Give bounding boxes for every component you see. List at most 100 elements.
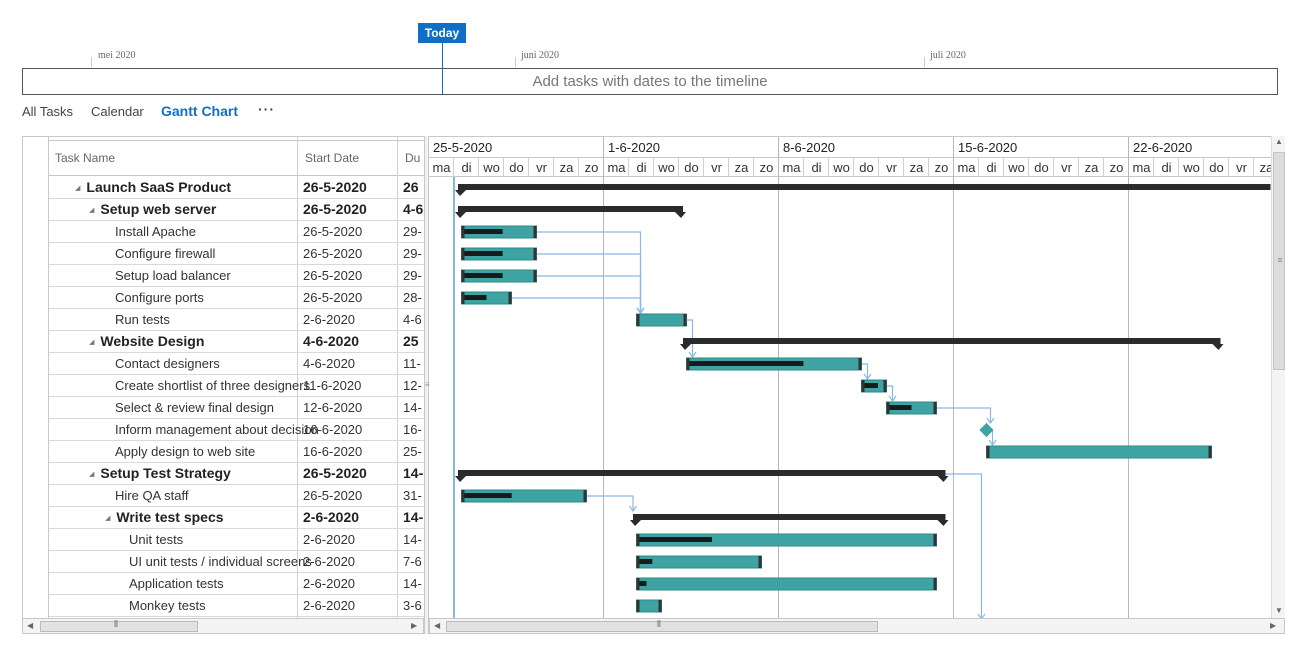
start-date-cell[interactable]: 26-5-2020	[303, 488, 363, 503]
task-bar-end-handle[interactable]	[933, 534, 937, 546]
task-bar-start-handle[interactable]	[461, 226, 465, 238]
task-name-cell[interactable]: ◢ Setup web server	[89, 201, 319, 217]
duration-cell[interactable]: 4-6	[403, 312, 422, 327]
task-name-cell[interactable]: ◢ Setup Test Strategy	[89, 465, 319, 481]
task-bar[interactable]	[986, 445, 1212, 459]
task-row[interactable]: Select & review final design 12-6-2020 14-	[49, 397, 424, 419]
duration-cell[interactable]: 14-	[403, 532, 422, 547]
duration-cell[interactable]: 14-	[403, 400, 422, 415]
start-date-cell[interactable]: 26-5-2020	[303, 201, 367, 217]
collapse-toggle-icon[interactable]: ◢	[89, 207, 95, 214]
summary-bar-start-cap[interactable]	[630, 520, 641, 526]
duration-cell[interactable]: 29-	[403, 246, 422, 261]
task-progress-bar[interactable]	[637, 537, 713, 542]
task-name-cell[interactable]: Setup load balancer	[115, 268, 329, 283]
collapse-toggle-icon[interactable]: ◢	[105, 515, 111, 522]
task-bar-end-handle[interactable]	[933, 402, 937, 414]
task-progress-bar[interactable]	[637, 581, 647, 586]
duration-cell[interactable]: 14-	[403, 576, 422, 591]
task-bar-end-handle[interactable]	[858, 358, 862, 370]
start-date-cell[interactable]: 26-5-2020	[303, 246, 363, 261]
task-bar-start-handle[interactable]	[461, 270, 465, 282]
task-bar-start-handle[interactable]	[636, 534, 640, 546]
duration-cell[interactable]: 28-	[403, 290, 422, 305]
task-row[interactable]: Application tests 2-6-2020 14-	[49, 573, 424, 595]
duration-cell[interactable]: 14-	[403, 509, 424, 525]
summary-task-row[interactable]: ◢ Setup web server 26-5-2020 4-6	[49, 199, 424, 221]
task-bar-start-handle[interactable]	[461, 248, 465, 260]
task-name-cell[interactable]: Install Apache	[115, 224, 329, 239]
summary-task-row[interactable]: ◢ Write test specs 2-6-2020 14-	[49, 507, 424, 529]
task-bar-start-handle[interactable]	[686, 358, 690, 370]
task-row[interactable]: Inform management about decision 16-6-202…	[49, 419, 424, 441]
duration-cell[interactable]: 26	[403, 179, 419, 195]
task-bar-start-handle[interactable]	[636, 556, 640, 568]
task-progress-bar[interactable]	[462, 251, 503, 256]
collapse-toggle-icon[interactable]: ◢	[89, 339, 95, 346]
task-bar-start-handle[interactable]	[461, 490, 465, 502]
duration-cell[interactable]: 16-	[403, 422, 422, 437]
task-bar-end-handle[interactable]	[533, 270, 537, 282]
summary-bar-end-cap[interactable]	[937, 520, 949, 526]
summary-bar-end-cap[interactable]	[675, 212, 686, 218]
dependency-arrow-icon[interactable]	[688, 351, 697, 359]
scroll-down-arrow-icon[interactable]: ▼	[1275, 606, 1283, 615]
duration-cell[interactable]: 3-6	[403, 598, 422, 613]
task-name-cell[interactable]: UI unit tests / individual screens	[129, 554, 329, 569]
task-row[interactable]: Run tests 2-6-2020 4-6	[49, 309, 424, 331]
scroll-up-arrow-icon[interactable]: ▲	[1275, 137, 1283, 146]
gantt-horizontal-scroll-thumb[interactable]: ⦀	[446, 619, 878, 632]
task-name-cell[interactable]: Create shortlist of three designers	[115, 378, 329, 393]
summary-task-row[interactable]: ◢ Launch SaaS Product 26-5-2020 26	[49, 177, 424, 199]
start-date-cell[interactable]: 26-5-2020	[303, 465, 367, 481]
task-bar-end-handle[interactable]	[1208, 446, 1212, 458]
task-bar-end-handle[interactable]	[683, 314, 687, 326]
task-bar-start-handle[interactable]	[636, 578, 640, 590]
task-row[interactable]: Hire QA staff 26-5-2020 31-	[49, 485, 424, 507]
task-row[interactable]: Configure ports 26-5-2020 28-	[49, 287, 424, 309]
milestone-diamond[interactable]	[979, 422, 994, 438]
task-bar-end-handle[interactable]	[658, 600, 662, 612]
task-bar-end-handle[interactable]	[508, 292, 512, 304]
row-selector-gutter[interactable]	[23, 137, 49, 618]
task-name-cell[interactable]: Configure firewall	[115, 246, 329, 261]
start-date-cell[interactable]: 2-6-2020	[303, 576, 356, 591]
start-date-cell[interactable]: 4-6-2020	[303, 333, 360, 349]
start-date-cell[interactable]: 2-6-2020	[303, 509, 360, 525]
vertical-scroll-thumb[interactable]: ≡	[1273, 152, 1285, 370]
start-date-cell[interactable]: 16-6-2020	[303, 422, 363, 437]
start-date-cell[interactable]: 11-6-2020	[303, 378, 362, 393]
task-name-cell[interactable]: ◢ Write test specs	[105, 509, 319, 525]
task-bar-start-handle[interactable]	[461, 292, 465, 304]
task-bar[interactable]	[636, 313, 687, 327]
summary-bar-start-cap[interactable]	[680, 344, 691, 350]
timeline-drop-area[interactable]: Add tasks with dates to the timeline	[22, 68, 1278, 95]
task-bar-start-handle[interactable]	[886, 402, 890, 414]
summary-bar[interactable]	[458, 184, 1271, 190]
column-header-start-date[interactable]: Start Date	[305, 151, 360, 165]
task-row[interactable]: Configure firewall 26-5-2020 29-	[49, 243, 424, 265]
task-name-cell[interactable]: Configure ports	[115, 290, 329, 305]
task-progress-bar[interactable]	[862, 383, 878, 388]
start-date-cell[interactable]: 26-5-2020	[303, 268, 363, 283]
start-date-cell[interactable]: 26-5-2020	[303, 224, 363, 239]
gantt-vertical-scrollbar[interactable]: ▲ ≡ ▼	[1271, 136, 1285, 618]
summary-task-row[interactable]: ◢ Setup Test Strategy 26-5-2020 14-	[49, 463, 424, 485]
task-progress-bar[interactable]	[887, 405, 912, 410]
duration-cell[interactable]: 25-	[403, 444, 422, 459]
duration-cell[interactable]: 11-	[403, 356, 421, 371]
summary-bar[interactable]	[683, 338, 1221, 344]
collapse-toggle-icon[interactable]: ◢	[89, 471, 95, 478]
dependency-arrow-icon[interactable]	[977, 613, 986, 618]
more-views-button[interactable]: ···	[258, 101, 275, 117]
task-name-cell[interactable]: Inform management about decision	[115, 422, 329, 437]
start-date-cell[interactable]: 2-6-2020	[303, 312, 356, 327]
start-date-cell[interactable]: 16-6-2020	[303, 444, 363, 459]
start-date-cell[interactable]: 2-6-2020	[303, 532, 356, 547]
collapse-toggle-icon[interactable]: ◢	[75, 185, 81, 192]
task-bar-end-handle[interactable]	[533, 248, 537, 260]
task-bar[interactable]	[636, 599, 662, 613]
task-name-cell[interactable]: Contact designers	[115, 356, 329, 371]
dependency-arrow-icon[interactable]	[629, 505, 637, 513]
scroll-left-arrow-icon[interactable]: ◀	[27, 621, 34, 630]
